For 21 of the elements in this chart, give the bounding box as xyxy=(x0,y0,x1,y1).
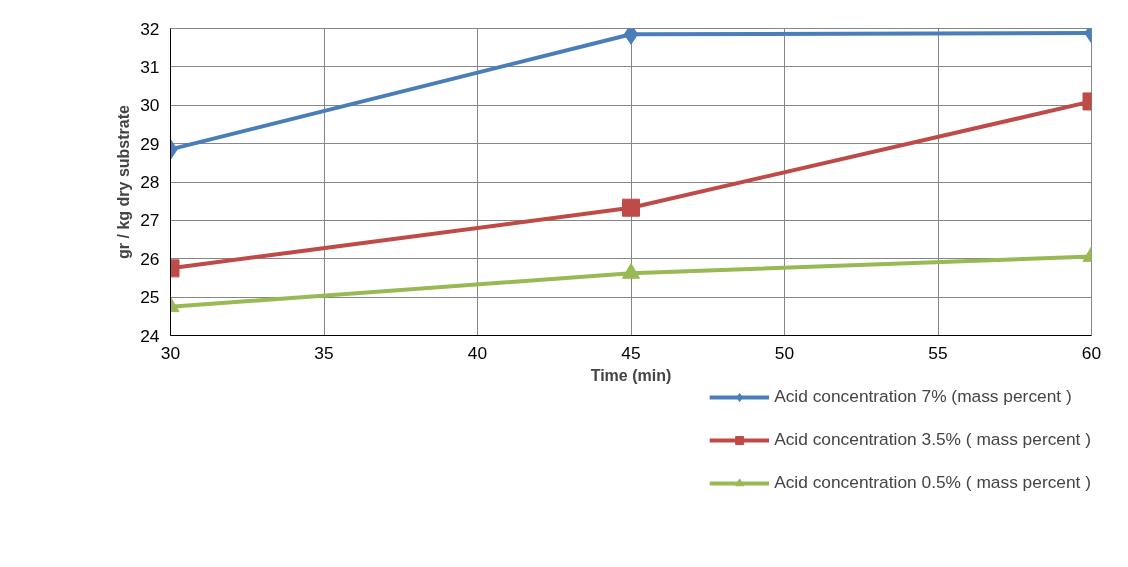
x-axis-title: Time (min) xyxy=(590,366,672,384)
x-tick-label: 45 xyxy=(621,342,641,363)
x-tick-label: 60 xyxy=(1081,342,1102,363)
y-tick-label: 29 xyxy=(140,133,160,154)
x-tick-label: 35 xyxy=(314,342,334,363)
y-tick-label: 25 xyxy=(140,287,160,308)
y-tick-label: 26 xyxy=(140,248,160,269)
y-tick-label: 27 xyxy=(140,210,160,231)
legend-label: Acid concentration 3.5% ( mass percent ) xyxy=(774,429,1091,450)
y-axis-title: gr / kg dry substrate xyxy=(115,104,133,259)
x-tick-label: 50 xyxy=(774,342,795,363)
x-tick-label: 40 xyxy=(467,342,488,363)
x-tick-label: 30 xyxy=(160,342,181,363)
y-tick-label: 24 xyxy=(140,325,160,346)
legend-label: Acid concentration 7% (mass percent ) xyxy=(774,386,1072,407)
legend-label: Acid concentration 0.5% ( mass percent ) xyxy=(774,472,1091,493)
x-tick-label: 55 xyxy=(928,342,948,363)
y-tick-label: 30 xyxy=(140,95,160,116)
y-tick-label: 31 xyxy=(140,56,160,77)
y-tick-label: 32 xyxy=(140,18,160,39)
y-tick-label: 28 xyxy=(140,172,160,192)
